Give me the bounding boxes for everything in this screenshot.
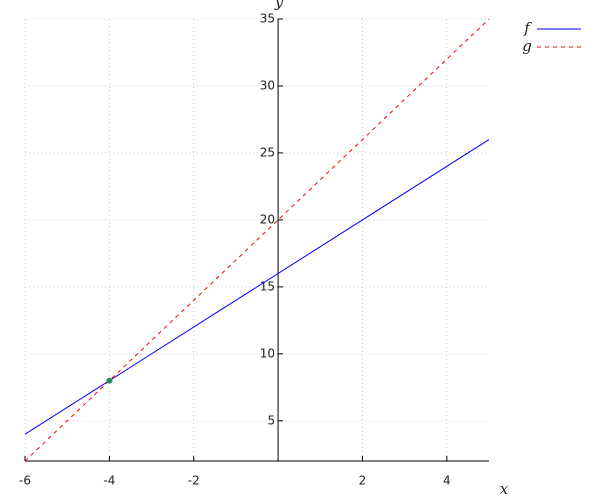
x-tick-label: -6: [19, 474, 31, 488]
x-axis-label: x: [500, 480, 509, 498]
line-g: [24, 18, 490, 462]
x-tick-label: 4: [443, 474, 451, 488]
line-f: [24, 139, 490, 435]
y-tick-label: 10: [260, 346, 275, 360]
x-tick-label: -4: [103, 474, 115, 488]
y-tick-label: 15: [260, 279, 275, 293]
marker: [106, 377, 113, 384]
legend-label: g: [522, 37, 532, 55]
legend-label: f: [523, 19, 532, 37]
x-tick-label: -2: [188, 474, 200, 488]
x-tick-label: 2: [359, 474, 367, 488]
y-tick-label: 25: [260, 145, 275, 159]
y-tick-label: 35: [260, 12, 275, 26]
y-tick-label: 30: [260, 78, 275, 92]
y-axis-label: y: [274, 0, 284, 11]
y-tick-label: 20: [260, 212, 275, 226]
y-tick-label: 5: [267, 413, 275, 427]
